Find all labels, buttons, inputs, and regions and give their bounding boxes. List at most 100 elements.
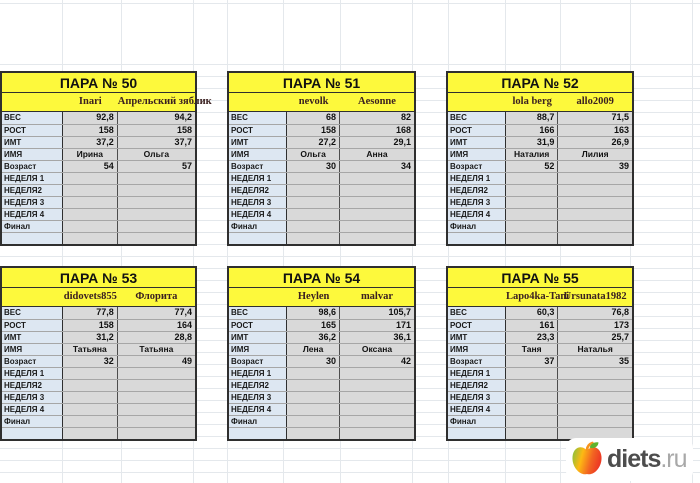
cell-value-2[interactable]: Наталья — [558, 344, 632, 355]
cell-value-2[interactable]: 77,4 — [117, 307, 195, 319]
cell-value-2[interactable] — [117, 404, 195, 415]
cell-value-1[interactable] — [62, 380, 118, 391]
cell-empty-2[interactable] — [117, 233, 195, 244]
cell-value-2[interactable] — [558, 368, 632, 379]
cell-value-1[interactable] — [62, 404, 118, 415]
cell-value-1[interactable] — [62, 209, 118, 220]
cell-value-2[interactable]: 105,7 — [339, 307, 414, 319]
cell-value-2[interactable] — [117, 368, 195, 379]
cell-value-1[interactable]: 77,8 — [62, 307, 118, 319]
cell-empty-1[interactable] — [505, 428, 559, 439]
cell-value-1[interactable]: 54 — [62, 161, 118, 172]
cell-value-1[interactable] — [62, 368, 118, 379]
cell-value-1[interactable]: 37 — [505, 356, 559, 367]
cell-value-2[interactable]: 35 — [558, 356, 632, 367]
cell-value-1[interactable]: Наталия — [505, 149, 559, 160]
cell-value-1[interactable] — [505, 380, 559, 391]
cell-value-2[interactable]: 164 — [117, 320, 195, 331]
cell-value-1[interactable]: 37,2 — [62, 137, 118, 148]
cell-value-1[interactable] — [505, 185, 559, 196]
cell-empty-1[interactable] — [287, 233, 340, 244]
cell-value-1[interactable] — [287, 392, 340, 403]
cell-value-1[interactable] — [62, 416, 118, 427]
cell-value-1[interactable] — [505, 392, 559, 403]
cell-value-2[interactable]: 57 — [117, 161, 195, 172]
cell-value-1[interactable]: Татьяна — [62, 344, 118, 355]
cell-value-1[interactable]: 158 — [287, 125, 340, 136]
cell-value-2[interactable] — [558, 209, 632, 220]
cell-value-1[interactable] — [505, 368, 559, 379]
cell-empty-2[interactable] — [117, 428, 195, 439]
cell-value-2[interactable]: Анна — [339, 149, 414, 160]
cell-value-2[interactable]: Оксана — [339, 344, 414, 355]
cell-value-1[interactable]: 158 — [62, 320, 118, 331]
cell-value-1[interactable] — [505, 197, 559, 208]
cell-value-2[interactable] — [339, 380, 414, 391]
cell-value-1[interactable]: 52 — [505, 161, 559, 172]
cell-value-1[interactable] — [505, 209, 559, 220]
cell-value-1[interactable]: 158 — [62, 125, 118, 136]
cell-value-1[interactable]: 31,2 — [62, 332, 118, 343]
cell-value-1[interactable] — [505, 416, 559, 427]
cell-value-1[interactable] — [505, 173, 559, 184]
cell-value-1[interactable] — [287, 416, 340, 427]
cell-value-1[interactable]: 30 — [287, 161, 340, 172]
cell-value-2[interactable]: 29,1 — [339, 137, 414, 148]
cell-empty-2[interactable] — [558, 428, 632, 439]
cell-value-2[interactable] — [117, 380, 195, 391]
cell-value-1[interactable]: 166 — [505, 125, 559, 136]
cell-empty-1[interactable] — [505, 233, 559, 244]
cell-value-1[interactable]: 165 — [287, 320, 340, 331]
cell-value-1[interactable] — [287, 197, 340, 208]
cell-value-2[interactable]: 82 — [339, 112, 414, 124]
cell-value-1[interactable]: 36,2 — [287, 332, 340, 343]
cell-value-2[interactable]: Татьяна — [117, 344, 195, 355]
cell-value-2[interactable]: 34 — [339, 161, 414, 172]
cell-value-2[interactable]: 36,1 — [339, 332, 414, 343]
cell-value-1[interactable] — [62, 173, 118, 184]
cell-value-1[interactable] — [287, 221, 340, 232]
cell-value-1[interactable]: 161 — [505, 320, 559, 331]
cell-value-1[interactable]: 32 — [62, 356, 118, 367]
cell-value-2[interactable] — [339, 368, 414, 379]
cell-value-2[interactable] — [117, 197, 195, 208]
cell-value-1[interactable] — [62, 221, 118, 232]
cell-value-1[interactable] — [287, 209, 340, 220]
cell-value-1[interactable]: Лена — [287, 344, 340, 355]
cell-value-2[interactable] — [558, 185, 632, 196]
cell-value-2[interactable] — [558, 173, 632, 184]
cell-value-2[interactable] — [339, 197, 414, 208]
cell-value-2[interactable] — [339, 221, 414, 232]
cell-value-1[interactable]: Ирина — [62, 149, 118, 160]
cell-value-2[interactable] — [558, 416, 632, 427]
cell-value-2[interactable] — [558, 392, 632, 403]
cell-value-2[interactable]: 158 — [117, 125, 195, 136]
cell-value-2[interactable]: 39 — [558, 161, 632, 172]
cell-value-1[interactable]: 98,6 — [287, 307, 340, 319]
cell-value-1[interactable] — [287, 185, 340, 196]
cell-value-2[interactable] — [117, 173, 195, 184]
cell-value-1[interactable]: Ольга — [287, 149, 340, 160]
cell-value-2[interactable] — [558, 404, 632, 415]
cell-empty-2[interactable] — [558, 233, 632, 244]
cell-value-1[interactable] — [62, 392, 118, 403]
cell-value-2[interactable] — [339, 185, 414, 196]
cell-value-1[interactable]: 60,3 — [505, 307, 559, 319]
cell-value-1[interactable]: 92,8 — [62, 112, 118, 124]
cell-value-2[interactable] — [558, 221, 632, 232]
cell-value-2[interactable] — [339, 404, 414, 415]
cell-value-2[interactable]: 173 — [558, 320, 632, 331]
cell-value-2[interactable]: 76,8 — [558, 307, 632, 319]
cell-value-2[interactable] — [117, 221, 195, 232]
cell-value-1[interactable] — [287, 404, 340, 415]
cell-value-2[interactable]: Лилия — [558, 149, 632, 160]
cell-value-2[interactable] — [117, 392, 195, 403]
cell-value-2[interactable]: 71,5 — [558, 112, 632, 124]
cell-value-2[interactable] — [117, 209, 195, 220]
cell-empty-1[interactable] — [287, 428, 340, 439]
cell-value-1[interactable]: 88,7 — [505, 112, 559, 124]
cell-value-2[interactable] — [117, 185, 195, 196]
cell-value-2[interactable] — [558, 197, 632, 208]
cell-value-1[interactable]: 31,9 — [505, 137, 559, 148]
cell-value-1[interactable]: 30 — [287, 356, 340, 367]
